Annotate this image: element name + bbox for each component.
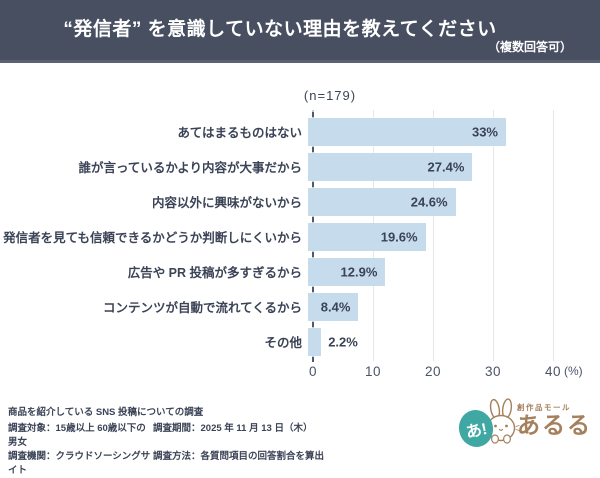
value-label: 8.4% xyxy=(320,299,351,314)
x-tick-label: 10 xyxy=(364,364,382,379)
survey-info: 商品を紹介している SNS 投稿についての調査 調査対象：15歳以上 60歳以下… xyxy=(8,404,388,478)
x-tick-label: 20 xyxy=(424,364,442,379)
logo-service-type: 創作品モール xyxy=(517,403,571,412)
y-axis-tick xyxy=(312,181,314,187)
x-tick-label: 30 xyxy=(484,364,502,379)
y-axis-tick xyxy=(312,216,314,222)
bar-row: コンテンツが自動で流れてくるから 8.4% xyxy=(0,289,600,324)
value-label: 12.9% xyxy=(340,264,378,279)
x-axis: 0 10 20 30 40 (%) xyxy=(0,364,600,380)
bar-row: 内容以外に興味がないから 24.6% xyxy=(0,184,600,219)
bar-track: 27.4% xyxy=(308,152,595,181)
value-label: 33% xyxy=(471,124,498,139)
y-axis-tick xyxy=(312,111,314,117)
bar-track: 12.9% xyxy=(308,257,595,286)
bar xyxy=(308,292,359,321)
y-axis-tick xyxy=(312,251,314,257)
bar xyxy=(308,187,456,216)
bar xyxy=(308,222,426,251)
bar xyxy=(308,257,386,286)
multiple-answers-note: （複数回答可） xyxy=(487,40,572,54)
y-axis-tick xyxy=(312,146,314,152)
bar-track: 24.6% xyxy=(308,187,595,216)
bar xyxy=(308,327,322,356)
logo-brand-name: あるる xyxy=(517,412,592,438)
gridline xyxy=(553,110,554,361)
gridline xyxy=(433,110,434,361)
survey-target: 調査対象：15歳以上 60歳以下の男女 xyxy=(8,423,146,448)
bar-track: 2.2% xyxy=(308,327,595,356)
value-label: 27.4% xyxy=(427,159,465,174)
bar-row: 誰が言っているかより内容が大事だから 27.4% xyxy=(0,149,600,184)
value-label: 2.2% xyxy=(328,334,358,349)
aruru-logo: あ! 創作品モール あるる xyxy=(455,398,592,453)
y-axis-tick xyxy=(312,321,314,327)
bar-rows: あてはまるものはない 33% 誰が言っているかより内容が大事だから 27.4% 内容以外… xyxy=(0,114,600,359)
x-axis-unit: (%) xyxy=(564,364,583,378)
bar-track: 33% xyxy=(308,117,595,146)
study-title: 商品を紹介している SNS 投稿についての調査 xyxy=(8,407,204,418)
survey-row: 調査機関：クラウドソーシングサイト 調査方法：各質問項目の回答割合を算出 xyxy=(8,450,388,478)
survey-period: 調査期間：2025 年 11 月 13 日（木） xyxy=(153,423,313,434)
bar-row: 発信者を見ても信頼できるかどうか判断しにくいから 19.6% xyxy=(0,219,600,254)
logo-text: 創作品モール あるる xyxy=(517,398,592,438)
sample-size-label: (n=179) xyxy=(303,88,357,103)
x-tick-label: 40 xyxy=(544,364,562,379)
bar-row: その他 2.2% xyxy=(0,324,600,359)
category-label: あてはまるものはない xyxy=(177,126,302,140)
bar-track: 19.6% xyxy=(308,222,595,251)
bar-row: 広告や PR 投稿が多すぎるから 12.9% xyxy=(0,254,600,289)
x-tick-label: 0 xyxy=(308,364,318,379)
gridline xyxy=(493,110,494,361)
survey-row: 調査対象：15歳以上 60歳以下の男女 調査期間：2025 年 11 月 13 … xyxy=(8,422,388,450)
survey-agency: 調査機関：クラウドソーシングサイト xyxy=(8,451,151,476)
category-label: コンテンツが自動で流れてくるから xyxy=(102,301,302,315)
category-label: 発信者を見ても信頼できるかどうか判断しにくいから xyxy=(3,231,302,245)
bar-row: あてはまるものはない 33% xyxy=(0,114,600,149)
rabbit-icon xyxy=(481,398,521,453)
page-title: “発信者” を意識していない理由を教えてください xyxy=(63,19,497,40)
y-axis-tick xyxy=(312,286,314,292)
category-label: 広告や PR 投稿が多すぎるから xyxy=(127,266,302,280)
value-label: 19.6% xyxy=(380,229,418,244)
value-label: 24.6% xyxy=(410,194,448,209)
survey-method: 調査方法：各質問項目の回答割合を算出 xyxy=(153,451,325,462)
y-axis-tick xyxy=(312,356,314,362)
bar xyxy=(308,117,506,146)
bar-track: 8.4% xyxy=(308,292,595,321)
category-label: 誰が言っているかより内容が大事だから xyxy=(78,161,302,175)
category-label: その他 xyxy=(264,336,302,350)
bar xyxy=(308,152,473,181)
header-banner: “発信者” を意識していない理由を教えてください （複数回答可） xyxy=(0,0,600,63)
category-label: 内容以外に興味がないから xyxy=(151,196,302,210)
